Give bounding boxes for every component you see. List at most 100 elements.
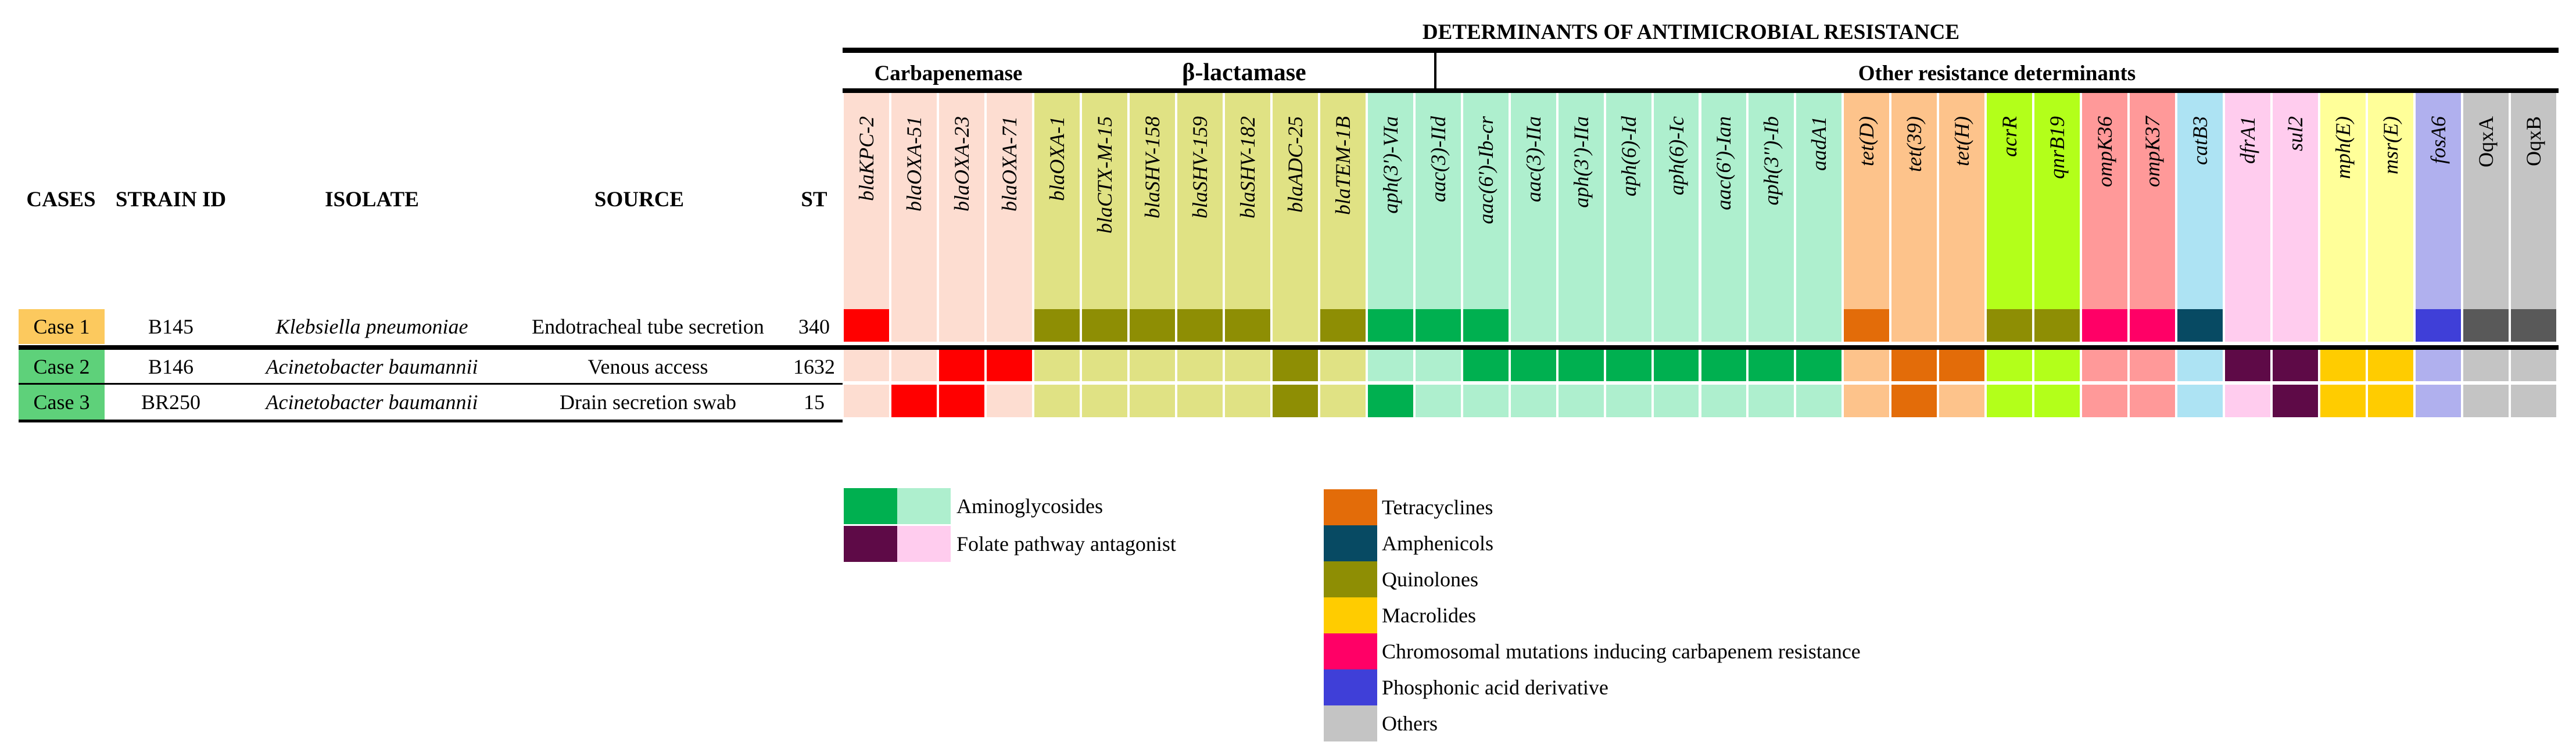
grid-cell <box>2034 385 2080 417</box>
gene-label: aac(6')-Ian <box>1712 116 1736 210</box>
gene-label: aac(6')-Ib-cr <box>1474 116 1497 224</box>
grid-cell <box>1177 309 1223 342</box>
grid-cell <box>2416 309 2462 342</box>
grid-cell <box>1987 309 2033 342</box>
grid-cell <box>2463 350 2509 381</box>
grid-cell <box>1749 309 1794 342</box>
grid-cell <box>2082 385 2128 417</box>
grid-cell <box>986 309 1032 342</box>
grid-cell <box>1653 350 1699 381</box>
grid-cell <box>1463 385 1509 417</box>
legend-label: Quinolones <box>1382 568 1478 591</box>
header-isolate: ISOLATE <box>325 187 419 212</box>
grid-cell <box>1558 309 1604 342</box>
legend-label: Macrolides <box>1382 604 1476 627</box>
grid-cell <box>2130 350 2176 381</box>
grid-cell <box>1987 350 2033 381</box>
grid-cell <box>1272 350 1318 381</box>
grid-cell <box>1796 350 1842 381</box>
gene-label: tet(39) <box>1903 116 1926 172</box>
gene-label: aph(6)-Id <box>1617 116 1640 196</box>
grid-cell <box>1749 385 1794 417</box>
grid-cell <box>1701 385 1747 417</box>
grid-cell <box>938 385 984 417</box>
gene-header-aph-3-iia: aph(3')-IIa <box>1558 93 1604 309</box>
grid-cell <box>2130 309 2176 342</box>
gene-label: aadA1 <box>1807 116 1831 171</box>
grid-cell <box>1463 309 1509 342</box>
grid-cell <box>2463 385 2509 417</box>
grid-cell <box>2273 385 2319 417</box>
gene-header-blakpc-2: blaKPC-2 <box>844 93 889 309</box>
group-other-determinants: Other resistance determinants <box>1858 61 2136 85</box>
case-isolate: Acinetobacter baumannii <box>266 355 478 378</box>
gene-header-aac-6-ib-cr: aac(6')-Ib-cr <box>1463 93 1509 309</box>
grid-cell <box>1701 350 1747 381</box>
row-rule-case1 <box>19 345 2559 350</box>
header-st: ST <box>801 187 827 212</box>
grid-cell <box>1367 309 1413 342</box>
gene-header-oqxa: OqxA <box>2463 93 2509 309</box>
row-rule-case2 <box>19 383 843 385</box>
grid-cell <box>2273 350 2319 381</box>
gene-header-aac-3-iid: aac(3)-IId <box>1415 93 1461 309</box>
gene-label: sul2 <box>2284 116 2308 152</box>
grid-cell <box>1749 350 1794 381</box>
gene-header-acrr: acrR <box>1987 93 2033 309</box>
grid-cell <box>1463 350 1509 381</box>
grid-cell <box>1129 309 1175 342</box>
gene-label: blaTEM-1B <box>1331 116 1355 215</box>
grid-cell <box>1606 350 1651 381</box>
legend-swatch <box>1324 597 1377 633</box>
grid-cell <box>1320 309 1366 342</box>
gene-header-aac-6-ian: aac(6')-Ian <box>1701 93 1747 309</box>
grid-cell <box>1081 385 1127 417</box>
grid-cell <box>2320 385 2366 417</box>
grid-cell <box>1939 385 1985 417</box>
legend-swatch <box>1324 669 1377 705</box>
grid-cell <box>1320 350 1366 381</box>
legend-label: Phosphonic acid derivative <box>1382 676 1608 699</box>
gene-header-aph-3-via: aph(3')-VIa <box>1367 93 1413 309</box>
grid-cell <box>2177 350 2223 381</box>
gene-header-oqxb: OqxB <box>2511 93 2556 309</box>
gene-header-blashv-159: blaSHV-159 <box>1177 93 1223 309</box>
gene-header-tet-d-: tet(D) <box>1844 93 1890 309</box>
grid-cell <box>2511 350 2556 381</box>
grid-cell <box>2034 309 2080 342</box>
grid-cell <box>891 309 937 342</box>
gene-header-blashv-182: blaSHV-182 <box>1224 93 1270 309</box>
grid-cell <box>1129 350 1175 381</box>
gene-label: OqxB <box>2522 116 2545 167</box>
grid-cell <box>1224 309 1270 342</box>
grid-cell <box>1653 309 1699 342</box>
grid-cell <box>1939 350 1985 381</box>
gene-label: blaSHV-159 <box>1188 116 1212 218</box>
grid-cell <box>2034 350 2080 381</box>
case-isolate: Acinetobacter baumannii <box>266 390 478 414</box>
gene-header-qnrb19: qnrB19 <box>2034 93 2080 309</box>
grid-cell <box>1510 350 1556 381</box>
grid-cell <box>1891 309 1937 342</box>
gene-label: catB3 <box>2188 116 2212 165</box>
gene-header-blaoxa-51: blaOXA-51 <box>891 93 937 309</box>
gene-label: aph(6)-Ic <box>1664 116 1688 195</box>
gene-label: ompK37 <box>2141 116 2165 188</box>
gene-label: mph(E) <box>2331 116 2355 179</box>
grid-cell <box>938 309 984 342</box>
gene-header-aac-3-iia: aac(3)-IIa <box>1510 93 1556 309</box>
grid-cell <box>2177 385 2223 417</box>
gene-label: OqxA <box>2474 116 2498 167</box>
grid-cell <box>2177 309 2223 342</box>
grid-cell <box>1177 350 1223 381</box>
case-badge: Case 2 <box>19 350 105 384</box>
title-rule <box>843 48 2559 53</box>
grid-cell <box>1606 309 1651 342</box>
case-source: Venous access <box>587 355 708 378</box>
gene-label: blaADC-25 <box>1283 116 1307 213</box>
legend-label: Aminoglycosides <box>956 495 1103 518</box>
legend-swatch <box>844 526 897 562</box>
grid-cell <box>2463 309 2509 342</box>
grid-cell <box>891 350 937 381</box>
grid-cell <box>1891 350 1937 381</box>
